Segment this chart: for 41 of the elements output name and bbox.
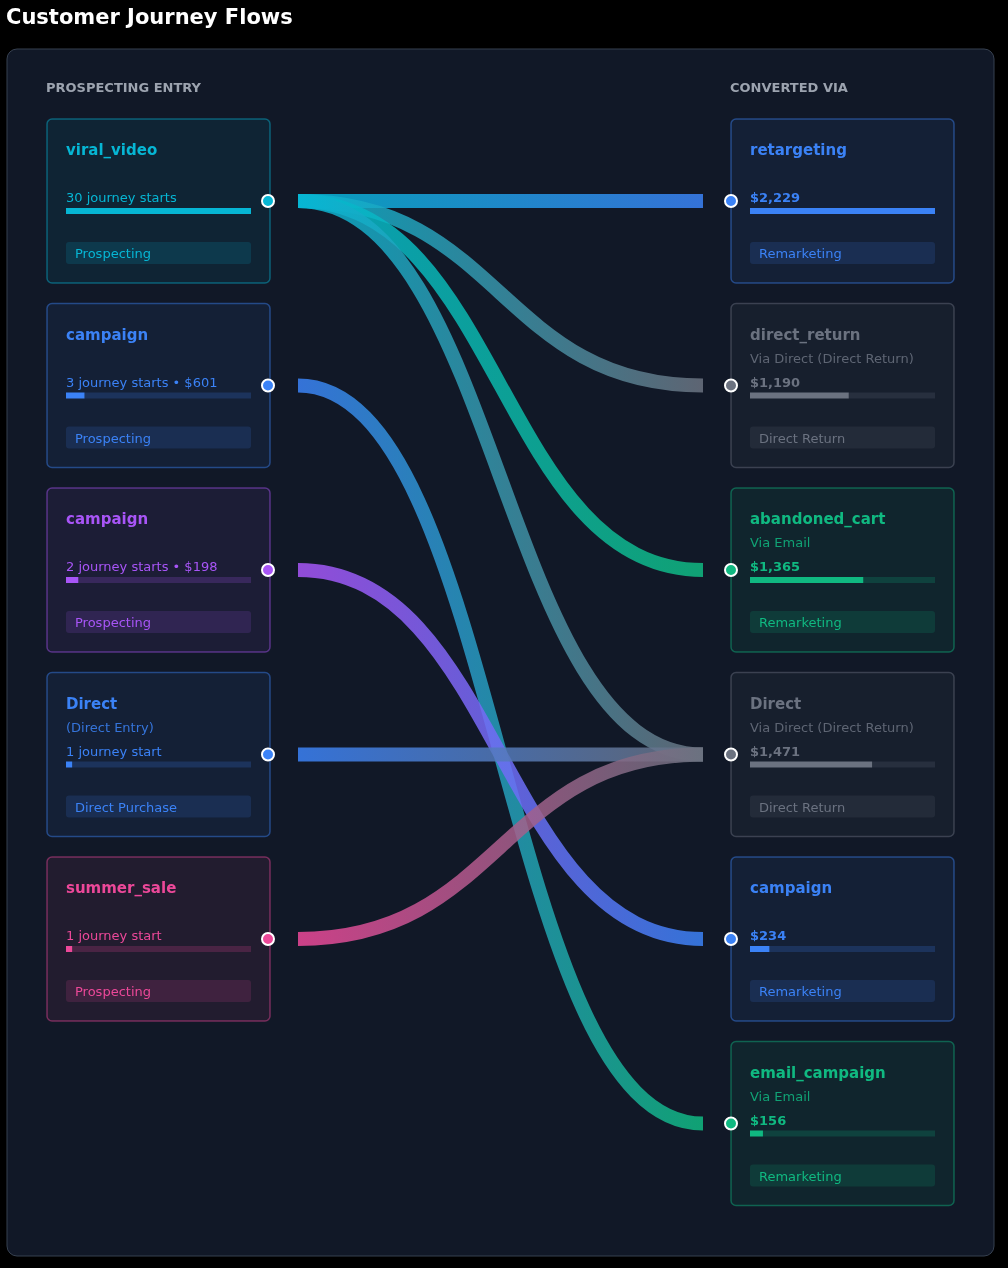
text: Prospecting [75, 615, 151, 630]
category-label: Direct [66, 694, 118, 713]
data-label: $2,229 [750, 190, 801, 205]
category-label: campaign [66, 325, 149, 344]
text: Customer Journey Flows [6, 5, 293, 29]
data-label: $1,190 [750, 374, 801, 390]
data-label: 2 journey starts • $198 [66, 559, 218, 574]
category-label: Direct [750, 694, 802, 713]
text: Via Email [750, 535, 811, 550]
text: Prospecting [75, 430, 151, 446]
text: Remarketing [759, 1168, 842, 1184]
category-label: campaign [750, 879, 833, 897]
text: (Direct Entry) [66, 719, 154, 735]
category-label: summer_sale [66, 879, 177, 897]
category-label: email_campaign [750, 1063, 886, 1082]
category-label: campaign [66, 510, 149, 528]
text: Direct Return [759, 799, 846, 815]
series-label: Prospecting [75, 246, 151, 261]
text: Remarketing [759, 615, 842, 630]
text: Remarketing [759, 984, 842, 999]
data-label: $1,471 [750, 743, 801, 759]
series-label: Direct Return [759, 430, 846, 446]
data-label: 1 journey start [66, 928, 162, 943]
text: Prospecting [75, 984, 151, 999]
data-label: $156 [750, 1112, 787, 1128]
text: PROSPECTING ENTRY [46, 80, 202, 95]
data-label: $234 [750, 928, 787, 943]
series-label: Remarketing [759, 246, 842, 261]
category-label: viral_video [66, 141, 158, 159]
text: Via Direct (Direct Return) [750, 719, 914, 735]
data-label: $1,365 [750, 559, 801, 574]
text: Via Email [750, 1088, 811, 1104]
text: Via Direct (Direct Return) [750, 350, 914, 366]
text: CONVERTED VIA [730, 80, 848, 95]
data-label: 30 journey starts [66, 190, 177, 205]
series-label: Direct Purchase [75, 799, 178, 815]
category-label: abandoned_cart [750, 510, 886, 528]
data-label: 1 journey start [66, 743, 162, 759]
category-label: direct_return [750, 325, 861, 344]
data-label: 3 journey starts • $601 [66, 374, 218, 390]
category-label: retargeting [750, 141, 847, 159]
